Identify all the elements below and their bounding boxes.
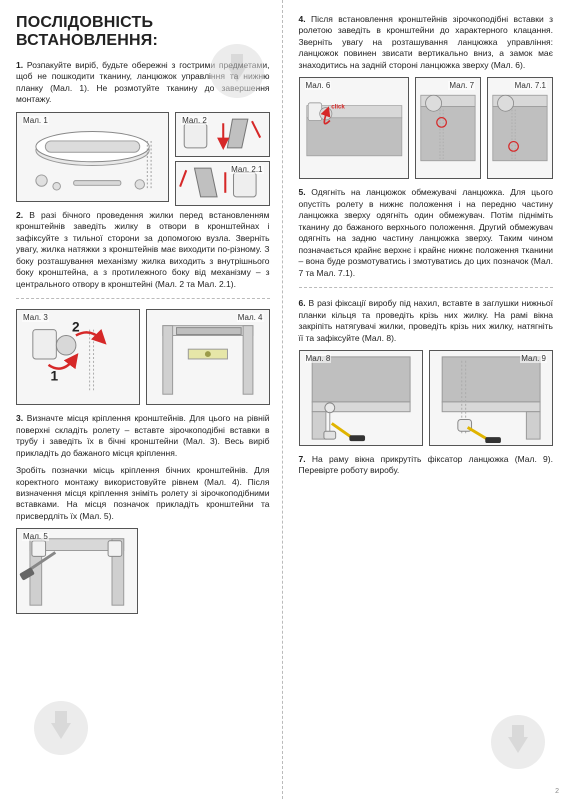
figure-6-label: Мал. 6 [305,81,332,90]
figure-9-label: Мал. 9 [520,354,547,363]
figure-1: Мал. 1 [16,112,169,202]
figure-3: Мал. 3 1 2 [16,309,140,405]
figure-8-label: Мал. 8 [305,354,332,363]
figure-7-1: Мал. 7.1 [487,77,553,179]
figure-7: Мал. 7 [415,77,481,179]
step-2-text: 2. В разі бічного проведення жилки перед… [16,210,270,290]
step-4-text: 4. Після встановлення кронштейнів зірочк… [299,14,554,71]
step-5-text: 5. Одягніть на ланцюжок обмежувачі ланцю… [299,187,554,279]
figure-7-label: Мал. 7 [448,81,475,90]
svg-text:2: 2 [72,320,80,335]
figure-4-label: Мал. 4 [237,313,264,322]
figure-6: Мал. 6 click [299,77,410,179]
figure-5-label: Мал. 5 [22,532,49,541]
figure-5: Мал. 5 [16,528,138,614]
figure-2-1-label: Мал. 2.1 [230,165,263,174]
step-7-text: 7. На раму вікна прикрутіть фіксатор лан… [299,454,554,477]
figure-3-label: Мал. 3 [22,313,49,322]
svg-text:1: 1 [50,369,58,384]
figure-2-1: Мал. 2.1 [175,161,269,206]
figure-2-label: Мал. 2 [181,116,208,125]
figure-9: Мал. 9 [429,350,553,446]
step-3b-text: Зробіть позначки місць кріплення бічних … [16,465,270,522]
figure-7-1-label: Мал. 7.1 [514,81,547,90]
figure-1-label: Мал. 1 [22,116,49,125]
page-number: 2 [555,788,559,795]
figure-2: Мал. 2 [175,112,269,157]
click-label: click [331,104,345,111]
figure-8: Мал. 8 [299,350,423,446]
step-6-text: 6. В разі фіксації виробу під нахил, вст… [299,298,554,344]
figure-4: Мал. 4 [146,309,270,405]
step-3a-text: 3. Визначте місця кріплення кронштейнів.… [16,413,270,459]
